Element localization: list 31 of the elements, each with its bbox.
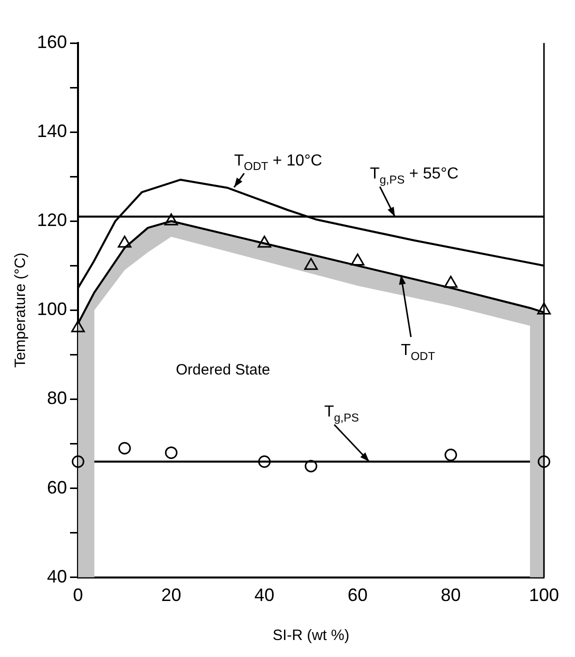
point [164, 446, 178, 459]
x-tick-label: 40 [254, 585, 274, 606]
point [304, 258, 318, 270]
point [538, 455, 550, 468]
x-tick-label: 60 [348, 585, 368, 606]
point [304, 460, 318, 472]
point [164, 213, 178, 226]
point [118, 236, 132, 248]
x-tick-label: 0 [73, 585, 84, 606]
point [72, 455, 84, 468]
point [537, 302, 551, 314]
point [350, 253, 364, 266]
y-tick-label: 120 [36, 210, 68, 230]
annotation: Ordered State [176, 361, 270, 378]
y-tick-label: 140 [36, 121, 68, 142]
y-tick-label: 40 [47, 566, 68, 586]
point [444, 448, 458, 462]
y-tick-label: 100 [36, 299, 68, 320]
point [118, 442, 131, 455]
point [444, 276, 458, 288]
x-axis-title: SI-R (wt %) [272, 627, 350, 644]
point [258, 455, 271, 468]
x-tick-label: 20 [161, 585, 182, 606]
point [71, 320, 85, 332]
point [258, 236, 272, 248]
x-tick-label: 80 [440, 585, 461, 606]
y-tick-label: 160 [36, 32, 68, 52]
y-axis-title: Temperature (°C) [12, 252, 30, 368]
y-tick-label: 80 [47, 388, 68, 408]
x-tick-label: 100 [528, 585, 560, 606]
y-tick-label: 60 [47, 477, 68, 498]
